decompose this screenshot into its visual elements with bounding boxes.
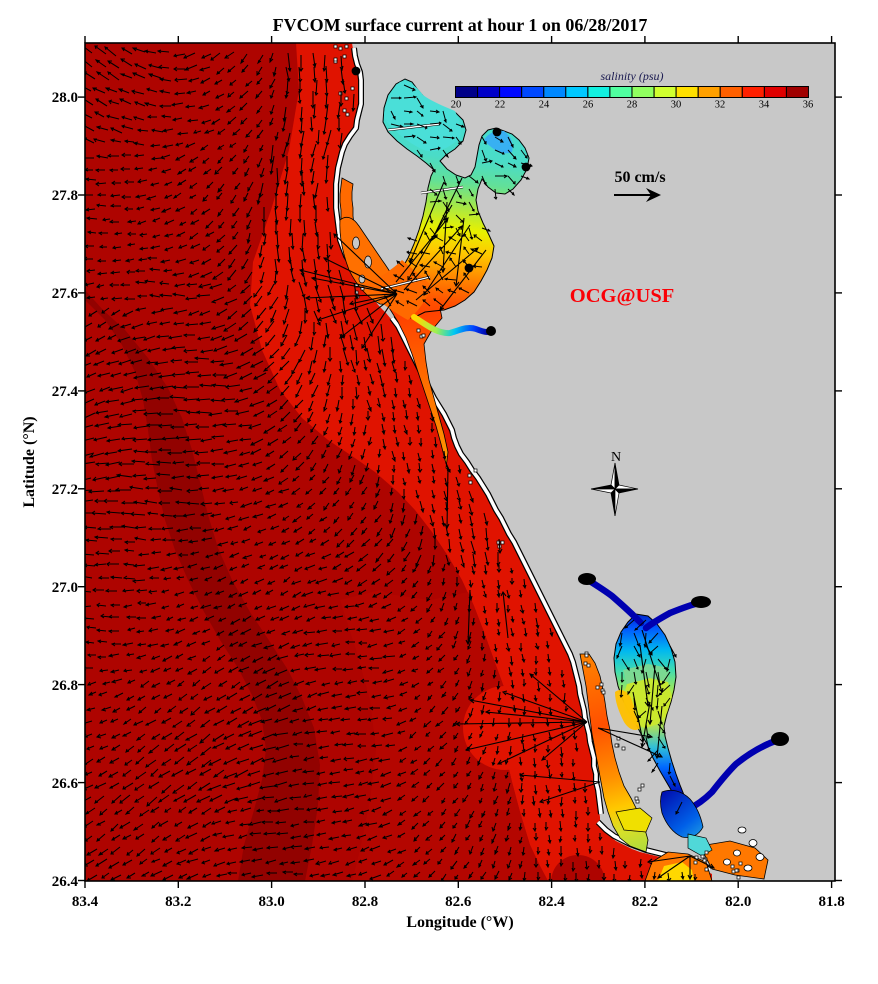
svg-text:28: 28 xyxy=(627,100,638,111)
svg-text:Latitude (°N): Latitude (°N) xyxy=(21,416,38,507)
svg-text:26.6: 26.6 xyxy=(52,776,79,792)
svg-text:27.8: 27.8 xyxy=(52,188,78,204)
svg-text:32: 32 xyxy=(715,100,726,111)
svg-text:82.0: 82.0 xyxy=(725,894,751,910)
svg-text:34: 34 xyxy=(759,100,770,111)
svg-text:26.4: 26.4 xyxy=(52,874,79,890)
svg-text:26: 26 xyxy=(583,100,594,111)
svg-text:27.6: 27.6 xyxy=(52,286,79,302)
svg-text:salinity (psu): salinity (psu) xyxy=(601,69,664,83)
svg-text:27.0: 27.0 xyxy=(52,580,78,596)
svg-text:82.4: 82.4 xyxy=(538,894,565,910)
svg-text:24: 24 xyxy=(539,100,550,111)
svg-text:27.2: 27.2 xyxy=(52,482,78,498)
svg-text:30: 30 xyxy=(671,100,682,111)
svg-text:22: 22 xyxy=(495,100,506,111)
svg-text:82.6: 82.6 xyxy=(445,894,472,910)
svg-text:81.8: 81.8 xyxy=(818,894,844,910)
svg-text:FVCOM surface current at hour: FVCOM surface current at hour 1 on 06/28… xyxy=(273,15,648,35)
svg-text:27.4: 27.4 xyxy=(52,384,79,400)
svg-text:20: 20 xyxy=(451,100,462,111)
svg-text:OCG@USF: OCG@USF xyxy=(570,285,675,307)
svg-text:N: N xyxy=(611,450,621,465)
svg-text:83.0: 83.0 xyxy=(258,894,284,910)
svg-text:28.0: 28.0 xyxy=(52,90,78,106)
svg-text:26.8: 26.8 xyxy=(52,678,78,694)
svg-text:83.4: 83.4 xyxy=(72,894,99,910)
svg-text:82.2: 82.2 xyxy=(632,894,658,910)
svg-text:Longitude (°W): Longitude (°W) xyxy=(406,914,513,931)
svg-text:82.8: 82.8 xyxy=(352,894,378,910)
svg-text:83.2: 83.2 xyxy=(165,894,191,910)
svg-text:50 cm/s: 50 cm/s xyxy=(614,169,665,186)
svg-text:36: 36 xyxy=(803,100,814,111)
